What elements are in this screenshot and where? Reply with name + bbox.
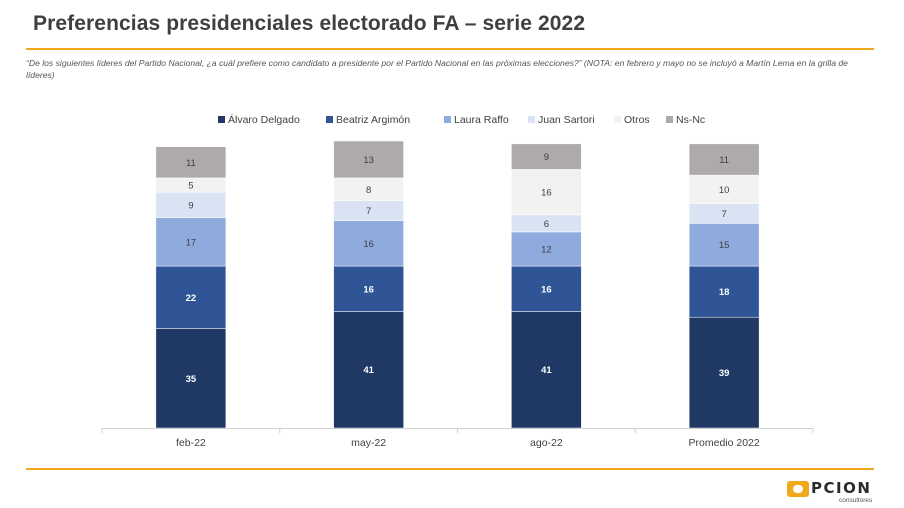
legend-item: Laura Raffo [444,114,509,126]
legend-swatch [666,116,673,123]
legend-label: Laura Raffo [454,114,509,126]
bar-segment [511,143,582,170]
bar-value-label: 39 [719,368,730,379]
bar-value-label: 9 [188,200,193,211]
bar-value-label: 17 [186,237,197,248]
bar-segment [688,174,760,204]
legend-item: Beatriz Argimón [326,114,410,126]
legend-swatch [614,116,621,123]
bar-value-label: 16 [363,239,374,250]
legend-label: Ns-Nc [676,114,705,126]
bar-stack: 41 16 16 7 8 13 [333,140,404,429]
bar-value-label: 7 [721,209,726,220]
x-tick-label: feb-22 [176,437,206,449]
x-tick-label: may-22 [351,437,386,449]
logo-word: PCION [811,479,872,497]
page-title: Preferencias presidenciales electorado F… [33,12,586,35]
header-divider [26,48,874,50]
bar-value-label: 7 [366,206,371,217]
bar-segment [155,191,227,218]
legend-label: Otros [624,114,650,126]
x-tick-label: Promedio 2022 [689,437,760,449]
bar-value-label: 8 [366,185,371,196]
bar-stack: 35 22 17 9 5 11 [155,146,227,429]
bar-value-label: 10 [719,185,730,196]
bar-value-label: 16 [541,188,552,199]
logo-mark-icon [787,481,809,497]
bar-stack: 39 18 15 7 10 11 [688,143,760,429]
bar-stack: 41 16 12 6 16 9 [511,143,582,429]
bar-segment [511,231,582,267]
legend-swatch [444,116,451,123]
opcion-logo: PCION consultores [785,479,885,505]
bar-segment [155,265,227,329]
legend-swatch [528,116,535,123]
x-axis: feb-22 may-22 ago-22 Promedio 2022 [101,428,814,449]
bar-segment [333,140,404,179]
bar-value-label: 41 [363,365,374,376]
legend-item: Ns-Nc [666,114,705,126]
bar-segment [155,217,227,267]
bar-value-label: 22 [186,293,197,304]
bar-segment [333,311,404,429]
legend-item: Otros [614,114,650,126]
legend-label: Álvaro Delgado [228,113,300,126]
legend-label: Beatriz Argimón [336,114,410,126]
chart-bars: 35 22 17 9 5 11 41 16 16 7 8 13 41 16 12 6 16 9 39 18 15 7 10 1… [155,140,760,429]
bar-value-label: 18 [719,287,730,298]
bar-value-label: 15 [719,240,730,251]
bar-segment [511,311,582,429]
footer-divider [26,468,874,470]
bar-value-label: 11 [186,158,196,169]
bar-value-label: 9 [544,152,549,163]
bar-segment [688,143,760,176]
bar-value-label: 16 [363,284,374,295]
bar-value-label: 41 [541,365,552,376]
legend-item: Álvaro Delgado [218,113,300,126]
bar-value-label: 13 [363,155,374,166]
bar-value-label: 11 [719,155,729,166]
bar-segment [155,328,227,429]
bar-segment [511,169,582,216]
question-note: “De los siguientes líderes del Partido N… [26,58,848,80]
bar-segment [688,316,760,429]
bar-value-label: 16 [541,284,552,295]
bar-segment [333,265,404,312]
chart-legend: Álvaro Delgado Beatriz Argimón Laura Raffo… [218,113,705,126]
bar-value-label: 12 [541,244,552,255]
bar-value-label: 5 [188,181,193,192]
x-tick-label: ago-22 [530,437,563,449]
bar-value-label: 6 [544,219,549,230]
bar-segment [333,220,404,267]
bar-segment [688,223,760,267]
bar-segment [511,265,582,312]
bar-value-label: 35 [186,374,197,385]
logo-subtitle: consultores [839,497,873,504]
legend-item: Juan Sartori [528,114,595,126]
legend-label: Juan Sartori [538,114,595,126]
legend-swatch [218,116,225,123]
bar-segment [155,146,227,179]
legend-swatch [326,116,333,123]
